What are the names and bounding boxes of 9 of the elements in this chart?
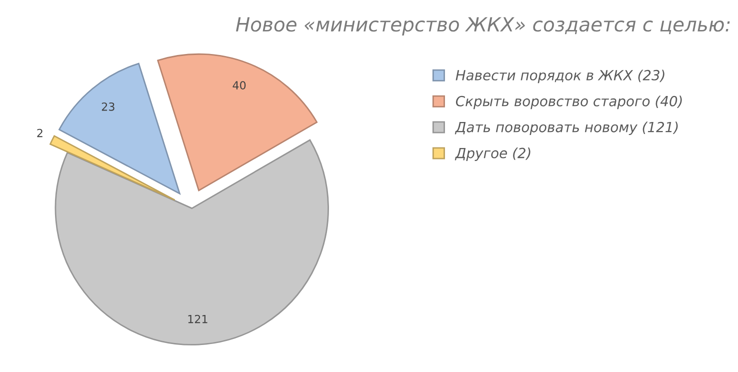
legend-label: Дать поворовать новому (121) [454,122,678,136]
data-label: 121 [188,314,208,324]
legend-label: Скрыть воровство старого (40) [456,96,682,110]
data-label: 40 [232,81,246,90]
legend-label: Навести порядок в ЖКХ (23) [456,70,664,84]
data-label: 23 [102,102,114,111]
chart-title: Новое «министерство ЖКХ» создается с целью: [236,17,730,36]
data-label: 2 [37,128,42,138]
legend-label: Другое (2) [454,148,530,161]
